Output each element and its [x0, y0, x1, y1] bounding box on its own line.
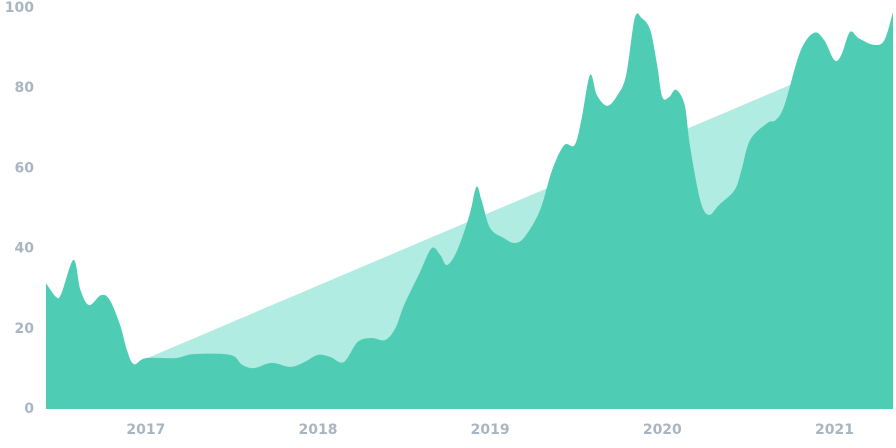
y-tick-label: 100: [5, 0, 34, 16]
x-tick-label: 2020: [643, 422, 682, 438]
y-tick-label: 60: [15, 160, 35, 176]
x-tick-label: 2019: [471, 422, 510, 438]
y-tick-label: 0: [24, 401, 34, 417]
x-tick-label: 2017: [126, 422, 165, 438]
area: [46, 12, 893, 409]
x-tick-label: 2021: [815, 422, 854, 438]
y-tick-label: 80: [15, 80, 35, 96]
x-tick-label: 2018: [299, 422, 338, 438]
y-tick-label: 20: [15, 321, 35, 337]
y-tick-label: 40: [15, 241, 35, 257]
